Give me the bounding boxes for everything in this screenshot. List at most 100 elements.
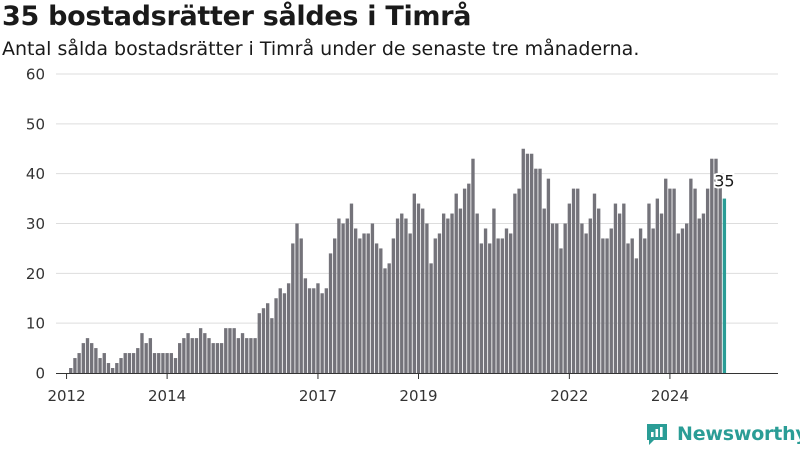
bar	[571, 188, 576, 373]
bar	[395, 218, 400, 373]
bar	[286, 283, 291, 373]
bar	[182, 338, 186, 373]
bar	[148, 338, 153, 373]
bar	[433, 238, 437, 373]
bar	[416, 203, 421, 373]
bar	[374, 243, 379, 373]
bar	[613, 203, 618, 373]
bar	[513, 193, 517, 373]
bar	[190, 338, 194, 373]
bar	[680, 228, 685, 373]
bar	[450, 213, 454, 373]
bar	[207, 338, 211, 373]
bar	[672, 188, 676, 373]
bar	[400, 213, 404, 373]
bar	[307, 288, 312, 373]
bar	[270, 318, 274, 373]
bar	[550, 223, 555, 373]
y-tick-label: 40	[26, 165, 45, 183]
bar	[353, 228, 358, 373]
bar	[173, 358, 178, 373]
bar	[136, 348, 140, 373]
bar	[664, 178, 668, 373]
last-value-label: 35	[714, 172, 734, 191]
bar	[496, 238, 500, 373]
x-tick-label: 2019	[399, 387, 437, 405]
bar	[592, 193, 597, 373]
bar	[349, 203, 354, 373]
bar	[697, 218, 701, 373]
bar	[638, 228, 643, 373]
bar	[563, 223, 567, 373]
bar	[555, 223, 559, 373]
bar	[274, 298, 278, 373]
bar	[471, 158, 475, 373]
bar	[379, 248, 383, 373]
bar	[559, 248, 563, 373]
bar	[391, 238, 396, 373]
bar	[291, 243, 295, 373]
bar	[408, 233, 412, 373]
bar	[488, 243, 492, 373]
bar	[169, 353, 173, 373]
bar	[421, 208, 425, 373]
bar	[127, 353, 132, 373]
bar	[542, 208, 546, 373]
bar	[224, 328, 228, 373]
bar	[609, 228, 613, 373]
bar	[668, 188, 672, 373]
bar	[119, 358, 123, 373]
bar	[358, 238, 362, 373]
brand-name: Newsworthy	[677, 423, 800, 445]
chart-subtitle: Antal sålda bostadsrätter i Timrå under …	[2, 38, 640, 60]
bar	[106, 363, 111, 373]
bar	[77, 353, 81, 373]
bar	[328, 253, 333, 373]
y-tick-label: 60	[26, 66, 45, 84]
x-tick-label: 2012	[47, 387, 85, 405]
bar	[483, 228, 488, 373]
bar	[198, 328, 203, 373]
bar	[509, 233, 513, 373]
bar	[479, 243, 484, 373]
bar	[529, 153, 534, 373]
bar	[676, 233, 680, 373]
x-tick-label: 2017	[299, 387, 337, 405]
bar	[165, 353, 169, 373]
bar	[73, 358, 77, 373]
bar	[236, 338, 241, 373]
bar	[320, 293, 324, 373]
bar	[144, 343, 148, 373]
bar	[647, 203, 651, 373]
newsworthy-brand[interactable]: Newsworthy	[644, 420, 800, 448]
bar	[446, 218, 450, 373]
bar	[219, 343, 224, 373]
bar	[412, 193, 416, 373]
y-tick-label: 50	[26, 115, 45, 133]
bar	[152, 353, 157, 373]
bar	[622, 203, 626, 373]
bar	[597, 208, 601, 373]
bar	[282, 293, 287, 373]
bar	[383, 268, 387, 373]
bar	[534, 168, 538, 373]
data-labels: 35	[712, 170, 736, 193]
bar	[538, 168, 542, 373]
bar	[123, 353, 127, 373]
bar	[651, 228, 655, 373]
bar	[718, 183, 722, 373]
bar	[253, 338, 257, 373]
bar	[203, 333, 207, 373]
bar	[693, 188, 697, 373]
newsworthy-logo-icon	[647, 424, 667, 445]
y-tick-label: 0	[35, 365, 45, 383]
bar	[705, 188, 710, 373]
bar	[157, 353, 161, 373]
bar	[425, 223, 429, 373]
bar	[316, 283, 320, 373]
bar	[333, 238, 337, 373]
bar	[362, 233, 366, 373]
bar	[462, 188, 467, 373]
bar	[215, 343, 220, 373]
